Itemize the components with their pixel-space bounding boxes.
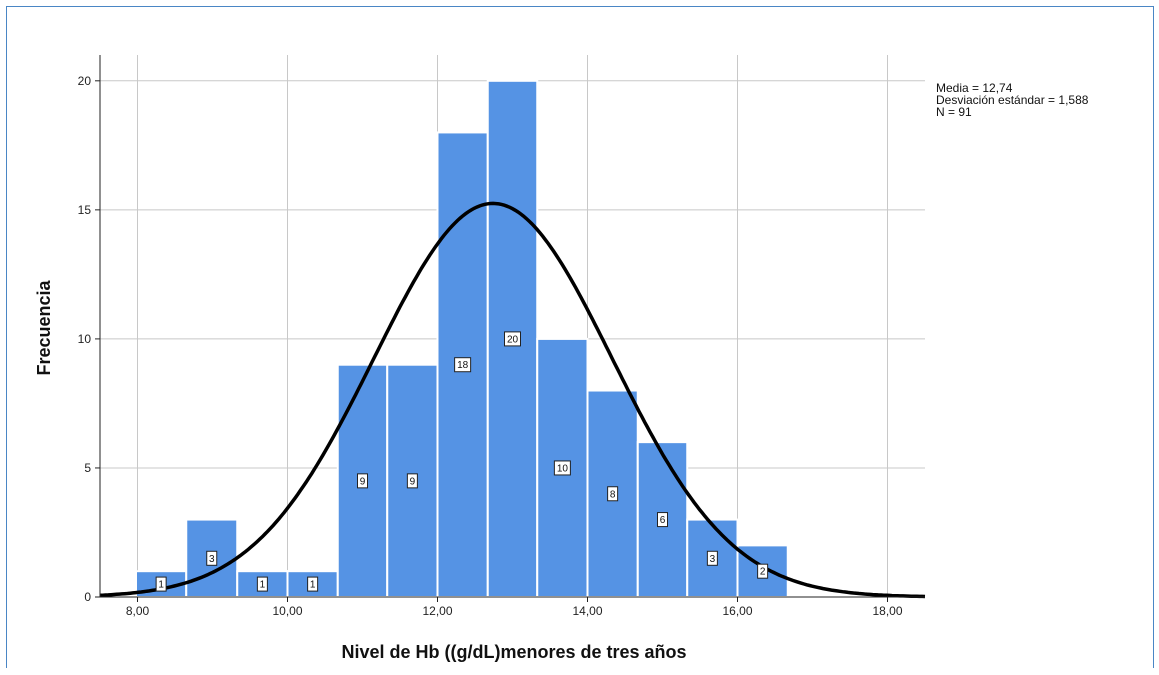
data-label-box: [307, 576, 319, 592]
data-label-box: [256, 576, 268, 592]
data-label-box: [155, 576, 167, 592]
data-label-text: 1: [260, 580, 266, 591]
data-label-text: 8: [610, 489, 616, 500]
normal-curve: [99, 201, 926, 599]
bar-data-label: 1: [307, 576, 319, 592]
data-label-box: [706, 550, 718, 566]
data-label-text: 2: [760, 567, 766, 578]
data-label-text: 9: [410, 476, 416, 487]
x-tick-label: 16,00: [722, 604, 752, 618]
bar-data-label: 10: [553, 460, 571, 476]
histogram-bar: [436, 131, 489, 599]
y-tick-label: 5: [84, 461, 91, 475]
bar-data-label: 20: [504, 331, 521, 347]
stats-line: Media = 12,74: [936, 81, 1013, 95]
bar-data-label: 8: [607, 486, 619, 502]
data-label-text: 20: [507, 334, 519, 345]
data-label-box: [607, 486, 619, 502]
bar-data-label: 3: [206, 550, 218, 566]
bar-data-label: 2: [757, 563, 769, 579]
data-label-text: 1: [158, 580, 164, 591]
data-label-box: [504, 331, 521, 347]
x-tick-label: 10,00: [272, 604, 302, 618]
data-label-text: 3: [209, 554, 215, 565]
x-tick-label: 14,00: [572, 604, 602, 618]
bar-data-label: 6: [657, 512, 668, 528]
data-label-text: 6: [660, 515, 666, 526]
y-axis-title: Frecuencia: [34, 279, 54, 375]
data-label-text: 18: [457, 360, 469, 371]
stats-line: N = 91: [936, 105, 972, 119]
data-label-text: 10: [557, 463, 569, 474]
data-label-text: 9: [360, 476, 366, 487]
y-tick-label: 20: [78, 74, 92, 88]
x-tick-label: 8,00: [126, 604, 150, 618]
data-label-box: [553, 460, 571, 476]
data-label-text: 1: [310, 580, 316, 591]
stats-line: Desviación estándar = 1,588: [936, 93, 1089, 107]
y-tick-label: 10: [78, 332, 92, 346]
bar-data-label: 18: [454, 357, 472, 373]
axes: 0 5 10 15 20 8,00 10,00 12,00 14,00 16,00 18,00: [78, 55, 925, 618]
bar-data-labels: 1 3 1 1 9 9 18 20 10 8 6 3 2: [155, 331, 769, 592]
bar-data-label: 9: [406, 473, 418, 489]
bar-data-label: 3: [706, 550, 718, 566]
y-tick-label: 15: [78, 203, 92, 217]
data-label-box: [757, 563, 769, 579]
normal-curve-layer: [99, 201, 926, 599]
data-label-box: [454, 357, 472, 373]
x-axis-title: Nivel de Hb ((g/dL)menores de tres años: [341, 642, 686, 662]
x-tick-label: 12,00: [422, 604, 452, 618]
data-label-box: [657, 512, 668, 528]
bar-data-label: 9: [357, 473, 368, 489]
data-label-text: 3: [710, 554, 716, 565]
data-label-box: [206, 550, 218, 566]
y-tick-label: 0: [84, 590, 91, 604]
x-tick-label: 18,00: [872, 604, 902, 618]
data-label-box: [357, 473, 368, 489]
data-label-box: [406, 473, 418, 489]
histogram-bar: [386, 363, 439, 599]
bar-data-label: 1: [256, 576, 268, 592]
chart-frame: [6, 6, 1154, 668]
bar-data-label: 1: [155, 576, 167, 592]
